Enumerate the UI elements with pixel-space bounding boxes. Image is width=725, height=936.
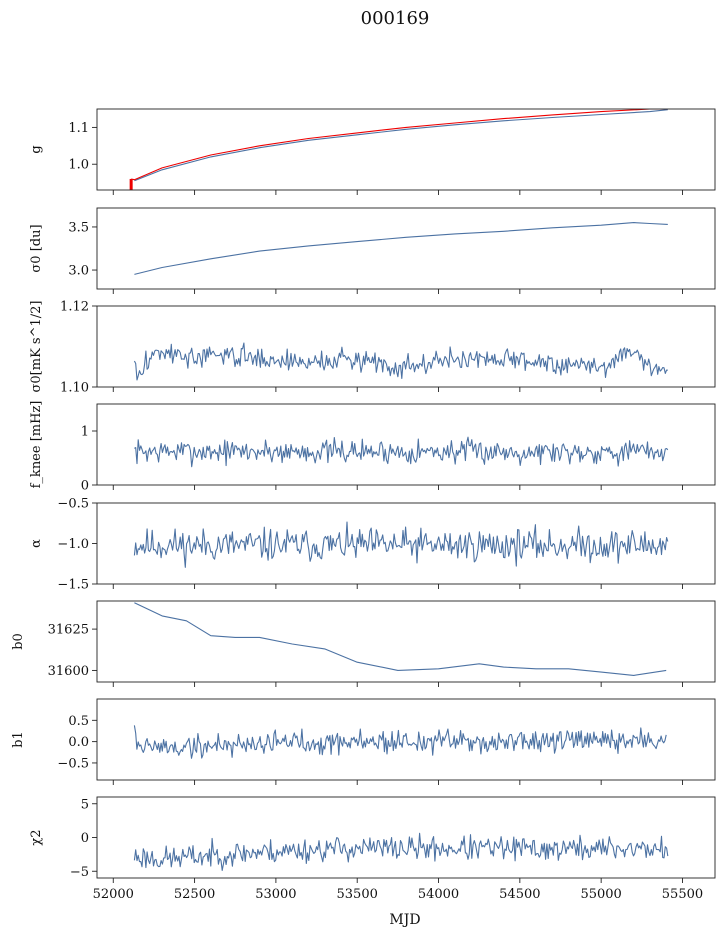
data-series-line [134, 436, 669, 468]
y-tick-label: 31625 [48, 623, 89, 638]
y-tick-label: 1.1 [68, 121, 89, 136]
chart-panel: 0 1 f_knee [mHz] [29, 401, 716, 494]
y-axis-label: χ2 [29, 829, 44, 845]
axes-frame [96, 403, 716, 486]
chart-panel: 1.10 1.12 σ0[mK s^1/2] [29, 300, 716, 396]
chart-panel: −0.5 0.0 0.5 b1 [11, 698, 716, 785]
reference-series-line [131, 109, 668, 181]
axes-frame [96, 600, 716, 683]
x-tick-label: 53000 [255, 887, 296, 902]
axes-frame [96, 108, 716, 191]
y-tick-label: 0.5 [68, 714, 89, 729]
y-tick-label: 0 [81, 479, 89, 494]
chart-panel: 3.0 3.5 σ0 [du] [29, 207, 716, 294]
axes-frame [96, 305, 716, 388]
y-axis-label: b0 [11, 633, 26, 650]
x-axis-label: MJD [389, 912, 420, 928]
data-series-line [134, 222, 668, 275]
series-group [133, 342, 668, 381]
x-tick-label: 52000 [93, 887, 134, 902]
y-tick-label: 1.10 [60, 381, 89, 396]
axes-frame [96, 796, 716, 879]
series-group [133, 521, 669, 568]
chart-panel: 31600 31625 b0 [11, 600, 716, 687]
figure-title: 000169 [361, 8, 430, 29]
data-series-line [133, 725, 667, 759]
y-tick-label: −0.5 [57, 756, 89, 771]
y-tick-label: 3.5 [68, 220, 89, 235]
y-axis-label: f_knee [mHz] [29, 401, 44, 489]
y-tick-label: −5 [70, 865, 89, 880]
y-tick-label: −0.5 [57, 497, 89, 512]
data-series-line [133, 521, 669, 568]
y-tick-label: 0.0 [68, 735, 89, 750]
y-axis-label: g [29, 145, 44, 153]
y-axis-label: σ0 [du] [29, 224, 44, 272]
y-tick-label: 5 [81, 797, 89, 812]
series-group [134, 602, 667, 676]
y-tick-label: 1 [81, 425, 89, 440]
x-tick-label: 54000 [418, 887, 459, 902]
y-tick-label: −1.0 [57, 537, 89, 552]
y-tick-label: 1.12 [60, 300, 89, 315]
x-tick-label: 55500 [662, 887, 703, 902]
y-tick-label: 0 [81, 831, 89, 846]
y-tick-label: 3.0 [68, 264, 89, 279]
x-tick-label: 55000 [580, 887, 621, 902]
series-group [129, 109, 668, 190]
series-group [134, 436, 669, 468]
data-series-line [134, 109, 668, 182]
data-series-line [134, 602, 667, 676]
y-axis-label: σ0[mK s^1/2] [29, 301, 44, 393]
series-group [133, 725, 667, 759]
data-series-line [133, 832, 669, 871]
data-series-line [133, 342, 668, 381]
y-axis-label: b1 [11, 731, 26, 748]
x-tick-label: 53500 [337, 887, 378, 902]
chart-panel: 1.0 1.1 g [29, 108, 716, 195]
y-tick-label: 31600 [48, 664, 89, 679]
x-tick-label: 54500 [499, 887, 540, 902]
y-tick-label: −1.5 [57, 578, 89, 593]
panels: 1.0 1.1 g 3.0 3.5 σ0 [du] 1.10 1.12 σ0[mK s^1/2]… [11, 108, 716, 902]
axes-frame [96, 698, 716, 781]
y-axis-label: α [29, 539, 44, 548]
series-group [134, 222, 668, 275]
x-tick-label: 52500 [174, 887, 215, 902]
chart-panel: −5 0 5 52000 52500 53000 53500 54000 54500 55000 5… [29, 796, 716, 902]
series-group [133, 832, 669, 871]
y-tick-label: 1.0 [68, 158, 89, 173]
axes-frame [96, 207, 716, 290]
chart-panel: −1.5 −1.0 −0.5 α [29, 497, 716, 593]
